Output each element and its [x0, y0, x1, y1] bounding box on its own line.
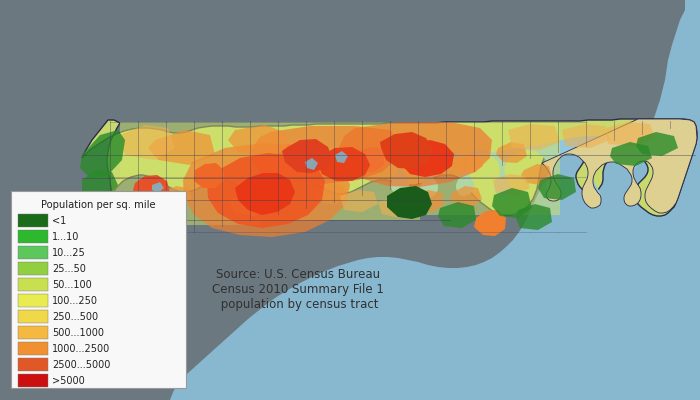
- Polygon shape: [112, 180, 260, 225]
- Bar: [18, 214, 48, 227]
- Bar: [18, 374, 48, 387]
- Polygon shape: [152, 182, 164, 193]
- Text: 2500...5000: 2500...5000: [52, 360, 111, 370]
- Polygon shape: [282, 139, 332, 173]
- Polygon shape: [82, 170, 118, 200]
- Bar: [18, 246, 48, 259]
- Polygon shape: [235, 173, 295, 215]
- Text: 1...10: 1...10: [52, 232, 79, 242]
- Polygon shape: [606, 122, 655, 146]
- Polygon shape: [207, 153, 325, 228]
- Polygon shape: [391, 136, 639, 203]
- Polygon shape: [542, 119, 697, 213]
- Polygon shape: [183, 143, 350, 237]
- Polygon shape: [230, 192, 272, 216]
- Text: 100...250: 100...250: [52, 296, 98, 306]
- Polygon shape: [521, 164, 552, 185]
- Polygon shape: [420, 170, 560, 215]
- Bar: [18, 294, 48, 307]
- Polygon shape: [162, 186, 192, 206]
- Polygon shape: [335, 151, 348, 163]
- Polygon shape: [82, 119, 697, 266]
- Text: 1000...2500: 1000...2500: [52, 344, 111, 354]
- Polygon shape: [354, 147, 384, 172]
- Polygon shape: [137, 206, 150, 218]
- Bar: [18, 278, 48, 291]
- Bar: [18, 342, 48, 355]
- Text: 50...100: 50...100: [52, 280, 92, 290]
- Polygon shape: [508, 124, 560, 150]
- Polygon shape: [270, 122, 420, 175]
- Polygon shape: [80, 130, 125, 178]
- Polygon shape: [305, 158, 318, 170]
- Text: 10...25: 10...25: [52, 248, 85, 258]
- Bar: [18, 262, 48, 275]
- Polygon shape: [340, 190, 378, 212]
- Text: >5000: >5000: [52, 376, 85, 386]
- Text: 250...500: 250...500: [52, 312, 98, 322]
- Polygon shape: [315, 183, 347, 204]
- Bar: [18, 358, 48, 371]
- Text: 25...50: 25...50: [52, 264, 86, 274]
- Polygon shape: [148, 130, 215, 165]
- Polygon shape: [260, 175, 420, 220]
- Text: Population per sq. mile: Population per sq. mile: [41, 200, 156, 210]
- Polygon shape: [252, 126, 400, 184]
- Polygon shape: [610, 142, 652, 166]
- Text: <1: <1: [52, 216, 66, 226]
- Text: Source: U.S. Census Bureau
Census 2010 Summary File 1
 population by census trac: Source: U.S. Census Bureau Census 2010 S…: [212, 268, 384, 311]
- Polygon shape: [194, 163, 224, 188]
- Polygon shape: [450, 186, 482, 207]
- Polygon shape: [133, 175, 170, 205]
- Polygon shape: [170, 0, 700, 400]
- Polygon shape: [516, 204, 552, 230]
- Polygon shape: [317, 147, 370, 181]
- Polygon shape: [453, 154, 483, 173]
- Polygon shape: [538, 174, 576, 200]
- Polygon shape: [120, 122, 270, 180]
- Polygon shape: [400, 140, 454, 177]
- Polygon shape: [120, 125, 175, 160]
- Polygon shape: [380, 132, 433, 169]
- Polygon shape: [82, 195, 112, 225]
- Polygon shape: [474, 210, 506, 236]
- Polygon shape: [496, 142, 527, 163]
- Polygon shape: [410, 190, 444, 212]
- Bar: [18, 230, 48, 243]
- Polygon shape: [438, 202, 476, 228]
- Polygon shape: [493, 174, 530, 196]
- Polygon shape: [261, 186, 292, 207]
- Text: 500...1000: 500...1000: [52, 328, 104, 338]
- Bar: [18, 326, 48, 339]
- Polygon shape: [420, 122, 560, 170]
- FancyBboxPatch shape: [11, 191, 186, 388]
- Polygon shape: [387, 186, 432, 219]
- Polygon shape: [338, 122, 492, 187]
- Polygon shape: [562, 124, 610, 148]
- Bar: [18, 310, 48, 323]
- Polygon shape: [492, 188, 532, 218]
- Polygon shape: [228, 125, 288, 158]
- Polygon shape: [378, 196, 417, 218]
- Polygon shape: [636, 132, 678, 156]
